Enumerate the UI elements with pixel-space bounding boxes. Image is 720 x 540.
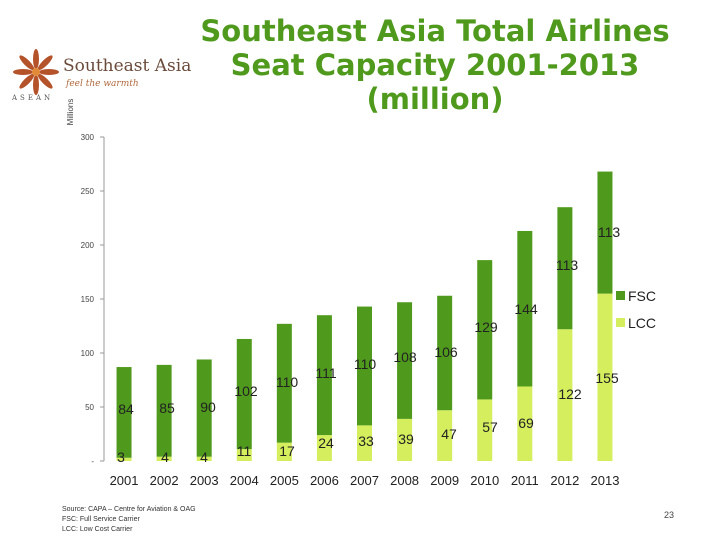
data-label-fsc: 108 bbox=[393, 349, 417, 365]
data-label-fsc: 111 bbox=[315, 365, 336, 381]
data-label-lcc: 39 bbox=[398, 431, 414, 447]
x-tick-label: 2012 bbox=[550, 473, 579, 488]
x-tick-label: 2005 bbox=[270, 473, 299, 488]
x-tick-label: 2003 bbox=[190, 473, 219, 488]
bar-fsc bbox=[437, 295, 453, 411]
data-label-lcc: 33 bbox=[358, 433, 374, 449]
y-tick-label: 150 bbox=[81, 295, 95, 304]
data-label-fsc: 110 bbox=[354, 356, 377, 372]
y-tick-label: 200 bbox=[81, 241, 95, 250]
title-line: Southeast Asia Total Airlines bbox=[200, 14, 670, 48]
source-line: Source: CAPA – Centre for Aviation & OAG bbox=[62, 506, 196, 513]
page-number: 23 bbox=[664, 510, 675, 520]
data-label-lcc: 24 bbox=[318, 435, 334, 451]
data-label-lcc: 57 bbox=[482, 419, 498, 435]
data-label-lcc: 69 bbox=[518, 415, 534, 431]
data-label-lcc: 155 bbox=[595, 370, 619, 386]
bar-lcc bbox=[236, 449, 252, 461]
bar-lcc bbox=[397, 418, 413, 461]
bar-fsc bbox=[557, 207, 573, 330]
bar-lcc bbox=[156, 456, 172, 461]
bar-fsc bbox=[236, 338, 252, 450]
x-tick-label: 2004 bbox=[230, 473, 259, 488]
data-label-lcc: 47 bbox=[441, 426, 457, 442]
bar-lcc bbox=[597, 293, 613, 461]
y-tick-label: 50 bbox=[85, 403, 94, 412]
bar-fsc bbox=[477, 260, 493, 400]
data-label-fsc: 113 bbox=[556, 257, 579, 273]
y-tick-label: 100 bbox=[81, 349, 95, 358]
title-line: (million) bbox=[366, 82, 504, 116]
data-label-fsc: 129 bbox=[474, 319, 498, 335]
southeast-asia-logo: Southeast Asia feel the warmth ASEAN bbox=[8, 42, 192, 107]
legend-label-fsc: FSC bbox=[628, 288, 656, 304]
y-tick-label: 300 bbox=[81, 133, 95, 142]
data-label-fsc: 106 bbox=[434, 344, 458, 360]
source-line: LCC: Low Cost Carrier bbox=[62, 526, 133, 533]
bar-lcc bbox=[276, 442, 292, 461]
data-label-lcc: 17 bbox=[279, 443, 295, 459]
source-line: FSC: Full Service Carrier bbox=[62, 516, 140, 523]
data-label-lcc: 4 bbox=[161, 449, 169, 465]
bar-lcc bbox=[116, 457, 132, 461]
bar-fsc bbox=[517, 230, 533, 387]
y-axis-title: Millions bbox=[66, 99, 75, 126]
bar-fsc bbox=[276, 323, 292, 443]
data-label-fsc: 90 bbox=[200, 399, 216, 415]
bar-lcc bbox=[517, 386, 533, 461]
legend-label-lcc: LCC bbox=[628, 315, 656, 331]
x-tick-label: 2013 bbox=[591, 473, 620, 488]
data-label-lcc: 3 bbox=[117, 449, 125, 465]
bar-fsc bbox=[316, 315, 332, 436]
logo-name: Southeast Asia bbox=[63, 56, 192, 76]
y-tick-label: 250 bbox=[81, 187, 95, 196]
title-line: Seat Capacity 2001-2013 bbox=[230, 48, 640, 82]
bar-lcc bbox=[357, 425, 372, 461]
x-tick-label: 2006 bbox=[310, 473, 339, 488]
x-tick-label: 2001 bbox=[110, 473, 139, 488]
data-label-fsc: 144 bbox=[514, 301, 538, 317]
data-label-fsc: 113 bbox=[598, 224, 621, 240]
data-label-lcc: 4 bbox=[200, 449, 208, 465]
source-note: Source: CAPA – Centre for Aviation & OAG… bbox=[62, 505, 196, 535]
bar-lcc bbox=[316, 435, 332, 461]
bar-lcc bbox=[196, 456, 212, 461]
data-label-fsc: 110 bbox=[276, 374, 299, 390]
legend-swatch-lcc bbox=[616, 318, 625, 327]
bar-lcc bbox=[437, 410, 453, 461]
data-label-fsc: 102 bbox=[234, 383, 258, 399]
page-title: Southeast Asia Total Airlines Seat Capac… bbox=[185, 14, 685, 116]
bar-lcc bbox=[557, 329, 573, 461]
legend-swatch-fsc bbox=[616, 291, 625, 300]
bar-fsc bbox=[196, 359, 212, 457]
x-tick-label: 2011 bbox=[511, 473, 539, 488]
bar-fsc bbox=[397, 302, 413, 419]
data-label-lcc: 122 bbox=[558, 386, 582, 402]
flower-icon bbox=[13, 49, 59, 95]
data-label-fsc: 85 bbox=[159, 400, 175, 416]
x-tick-label: 2009 bbox=[430, 473, 459, 488]
x-tick-label: 2010 bbox=[470, 473, 499, 488]
logo-org: ASEAN bbox=[12, 94, 54, 102]
data-label-fsc: 84 bbox=[118, 401, 134, 417]
bar-fsc bbox=[156, 364, 172, 457]
data-label-lcc: 11 bbox=[237, 443, 252, 459]
bar-fsc bbox=[357, 306, 372, 426]
y-tick-label: - bbox=[91, 457, 94, 466]
x-tick-label: 2008 bbox=[390, 473, 419, 488]
bar-lcc bbox=[477, 399, 493, 461]
bar-fsc bbox=[116, 367, 132, 458]
logo-tagline: feel the warmth bbox=[66, 79, 139, 89]
bar-fsc bbox=[597, 171, 613, 294]
x-tick-label: 2007 bbox=[350, 473, 379, 488]
x-tick-label: 2002 bbox=[150, 473, 179, 488]
